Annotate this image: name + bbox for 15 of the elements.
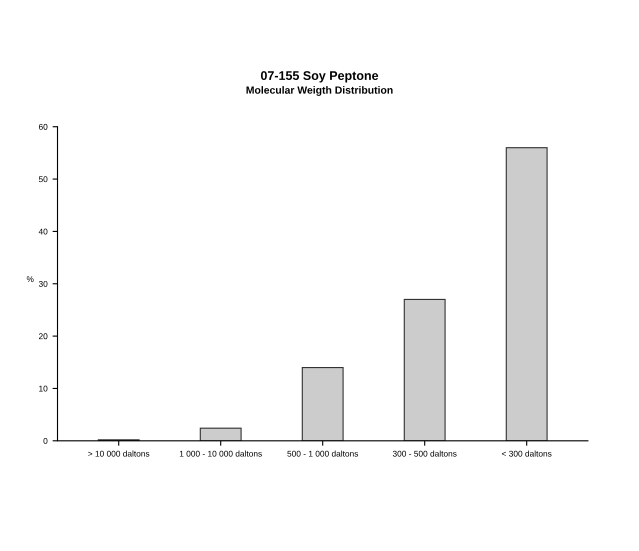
x-tick-label: 500 - 1 000 daltons — [287, 450, 358, 457]
y-tick-label: 30 — [38, 280, 48, 287]
chart-title: 07-155 Soy Peptone — [260, 71, 378, 82]
y-tick-label: 40 — [38, 228, 48, 235]
x-tick-label: < 300 daltons — [502, 450, 552, 457]
y-tick-label: 10 — [39, 386, 48, 392]
x-tick-label: 300 - 500 daltons — [392, 450, 457, 457]
y-tick-label: 20 — [38, 333, 48, 340]
x-tick-label: 1 000 - 10 000 daltons — [180, 450, 262, 457]
y-tick-label: 50 — [38, 176, 48, 182]
x-tick-label: > 10 000 daltons — [88, 450, 150, 457]
chart-subtitle: Molecular Weigth Distribution — [246, 86, 393, 96]
y-tick-label: 60 — [38, 124, 48, 130]
y-tick-label: 0 — [43, 438, 48, 444]
y-axis-title: % — [26, 276, 34, 282]
